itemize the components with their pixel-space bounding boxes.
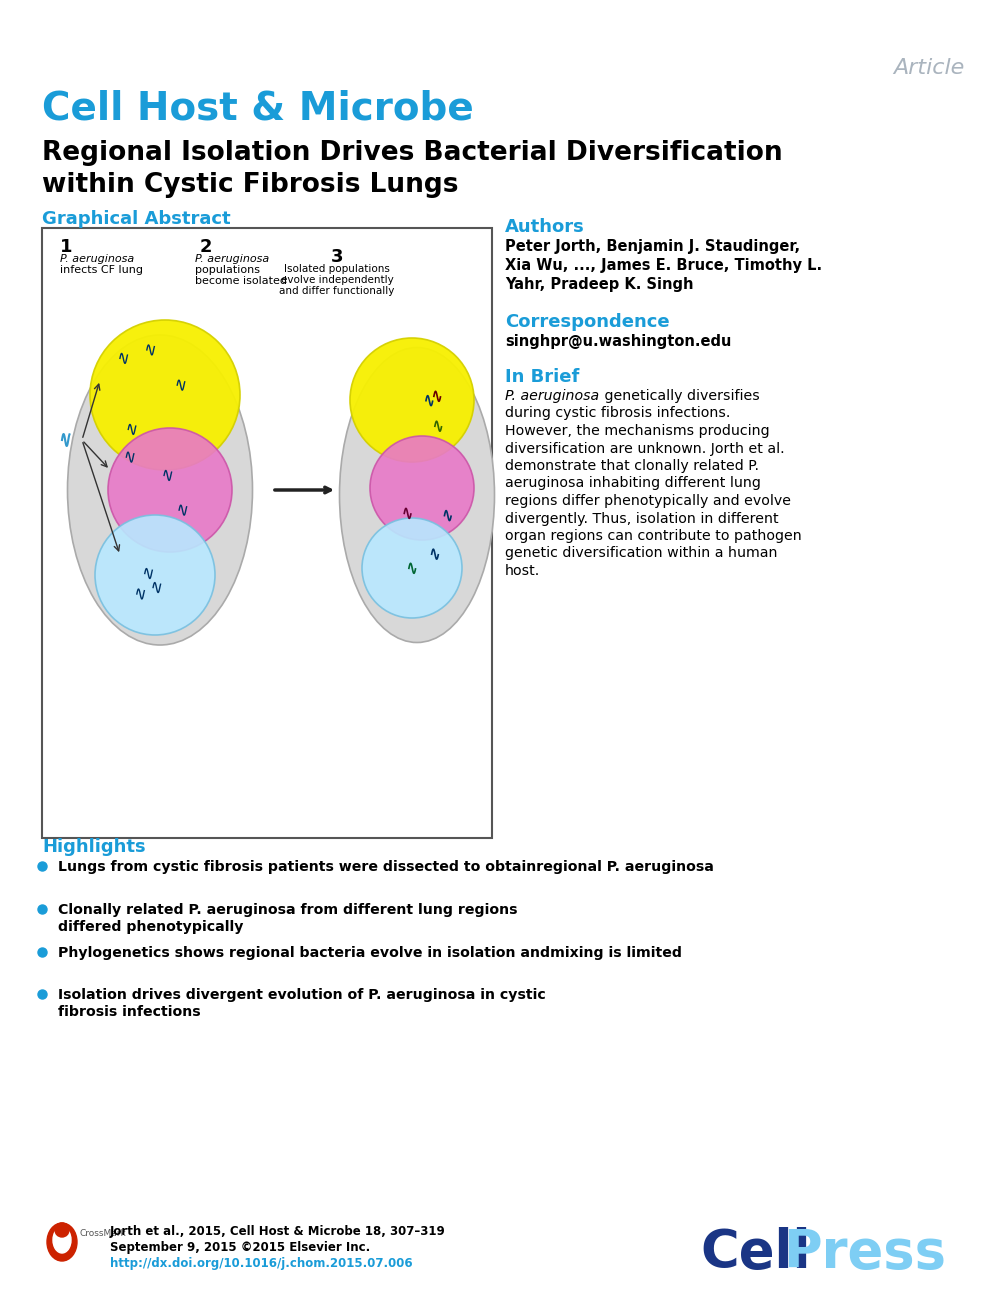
Text: demonstrate that clonally related P.: demonstrate that clonally related P. <box>505 459 759 472</box>
Text: infects CF lung: infects CF lung <box>60 265 143 275</box>
Text: organ regions can contribute to pathogen: organ regions can contribute to pathogen <box>505 529 802 543</box>
Text: genetic diversification within a human: genetic diversification within a human <box>505 547 778 561</box>
Circle shape <box>362 518 462 619</box>
Circle shape <box>370 436 474 540</box>
Text: diversification are unknown. Jorth et al.: diversification are unknown. Jorth et al… <box>505 441 785 455</box>
Text: P. aeruginosa: P. aeruginosa <box>60 254 135 264</box>
Circle shape <box>90 320 240 470</box>
Text: become isolated: become isolated <box>195 275 287 286</box>
Text: P. aeruginosa: P. aeruginosa <box>505 389 599 403</box>
Text: 3: 3 <box>331 248 344 266</box>
Text: divergently. Thus, isolation in different: divergently. Thus, isolation in differen… <box>505 512 779 526</box>
Text: Clonally related P. aeruginosa from different lung regions: Clonally related P. aeruginosa from diff… <box>58 903 518 917</box>
Text: Yahr, Pradeep K. Singh: Yahr, Pradeep K. Singh <box>505 277 693 292</box>
Text: Press: Press <box>783 1227 946 1279</box>
Text: Lungs from cystic fibrosis patients were dissected to obtainregional P. aerugino: Lungs from cystic fibrosis patients were… <box>58 860 714 874</box>
Text: Graphical Abstract: Graphical Abstract <box>42 210 230 228</box>
Text: Article: Article <box>893 57 965 78</box>
Text: 2: 2 <box>200 238 212 256</box>
Text: P. aeruginosa: P. aeruginosa <box>195 254 269 264</box>
Text: within Cystic Fibrosis Lungs: within Cystic Fibrosis Lungs <box>42 172 458 198</box>
Text: http://dx.doi.org/10.1016/j.chom.2015.07.006: http://dx.doi.org/10.1016/j.chom.2015.07… <box>110 1257 413 1270</box>
Text: In Brief: In Brief <box>505 368 579 386</box>
Text: Isolation drives divergent evolution of P. aeruginosa in cystic: Isolation drives divergent evolution of … <box>58 988 546 1002</box>
Circle shape <box>55 1223 69 1237</box>
Text: However, the mechanisms producing: However, the mechanisms producing <box>505 424 770 438</box>
Circle shape <box>95 515 215 636</box>
Text: during cystic fibrosis infections.: during cystic fibrosis infections. <box>505 406 731 420</box>
Text: Isolated populations: Isolated populations <box>284 264 390 274</box>
Text: Highlights: Highlights <box>42 838 146 856</box>
Text: 1: 1 <box>60 238 72 256</box>
Text: differed phenotypically: differed phenotypically <box>58 920 243 934</box>
Text: Regional Isolation Drives Bacterial Diversification: Regional Isolation Drives Bacterial Dive… <box>42 140 783 166</box>
Ellipse shape <box>53 1227 71 1253</box>
Text: and differ functionally: and differ functionally <box>279 286 395 296</box>
Text: September 9, 2015 ©2015 Elsevier Inc.: September 9, 2015 ©2015 Elsevier Inc. <box>110 1241 370 1254</box>
Text: genetically diversifies: genetically diversifies <box>600 389 760 403</box>
Text: evolve independently: evolve independently <box>280 275 393 284</box>
Circle shape <box>108 428 232 552</box>
Circle shape <box>350 338 474 462</box>
Text: regions differ phenotypically and evolve: regions differ phenotypically and evolve <box>505 495 791 508</box>
Ellipse shape <box>67 335 252 645</box>
Text: Authors: Authors <box>505 218 585 236</box>
Text: Jorth et al., 2015, Cell Host & Microbe 18, 307–319: Jorth et al., 2015, Cell Host & Microbe … <box>110 1225 446 1238</box>
Text: CrossMark: CrossMark <box>80 1229 127 1238</box>
Text: Peter Jorth, Benjamin J. Staudinger,: Peter Jorth, Benjamin J. Staudinger, <box>505 239 800 254</box>
Text: aeruginosa inhabiting different lung: aeruginosa inhabiting different lung <box>505 476 761 491</box>
Text: Correspondence: Correspondence <box>505 313 669 331</box>
Ellipse shape <box>47 1223 77 1261</box>
Text: host.: host. <box>505 564 541 578</box>
Ellipse shape <box>340 347 494 642</box>
Text: Xia Wu, ..., James E. Bruce, Timothy L.: Xia Wu, ..., James E. Bruce, Timothy L. <box>505 258 822 273</box>
Text: Cell: Cell <box>700 1227 810 1279</box>
FancyBboxPatch shape <box>42 228 492 838</box>
Text: singhpr@u.washington.edu: singhpr@u.washington.edu <box>505 334 732 348</box>
Text: Cell Host & Microbe: Cell Host & Microbe <box>42 90 473 128</box>
Text: Phylogenetics shows regional bacteria evolve in isolation andmixing is limited: Phylogenetics shows regional bacteria ev… <box>58 946 682 960</box>
Text: populations: populations <box>195 265 260 275</box>
Text: fibrosis infections: fibrosis infections <box>58 1005 201 1019</box>
